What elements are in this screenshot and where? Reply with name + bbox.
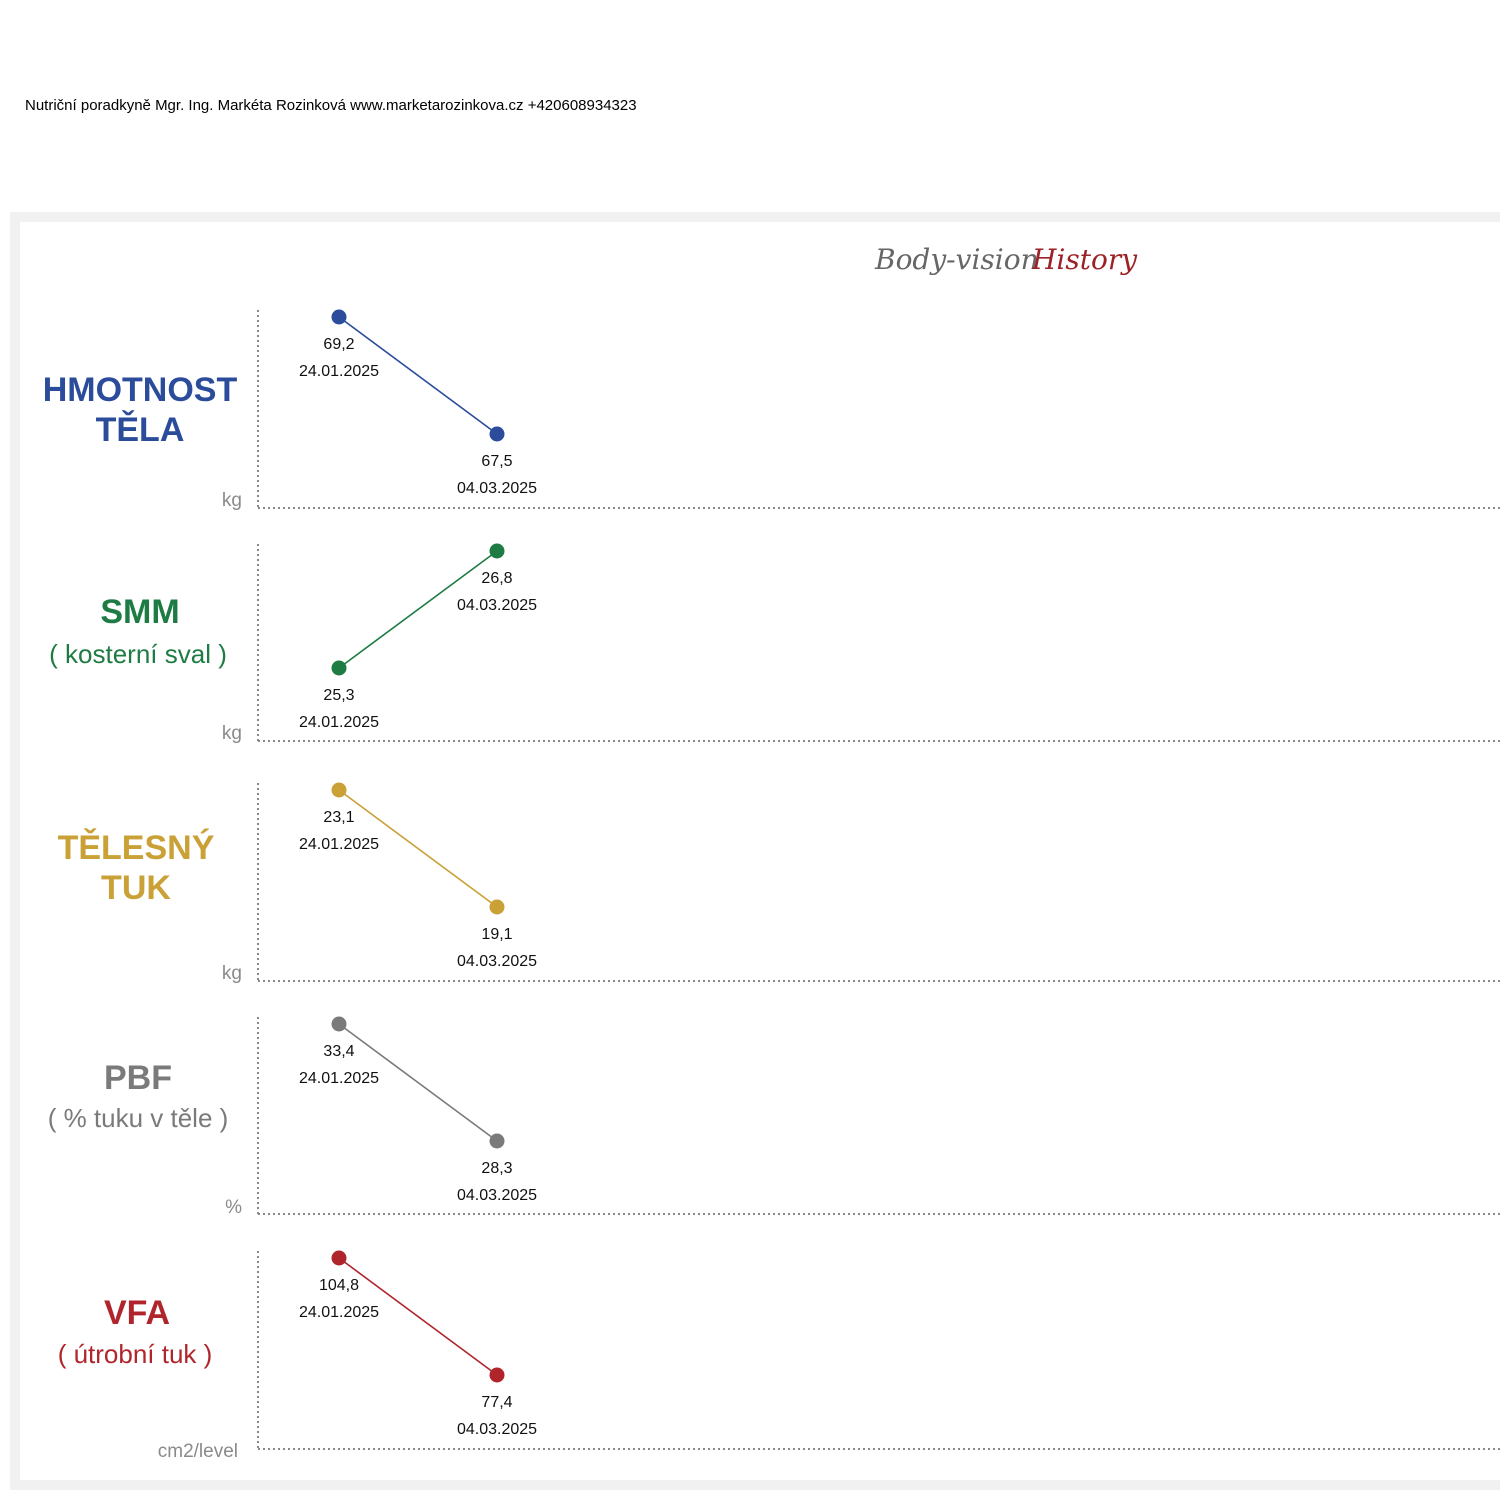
data-label-date: 24.01.2025 (299, 363, 379, 380)
metric-title-line: PBF (104, 1059, 172, 1097)
report-panel (20, 222, 1500, 1480)
data-label-date: 04.03.2025 (457, 1187, 537, 1204)
data-label-date: 24.01.2025 (299, 1070, 379, 1087)
metric-title-smm: SMM (20, 592, 260, 632)
unit-label-vfa: cm2/level (157, 1441, 238, 1462)
series-line (338, 1257, 498, 1376)
metric-title-line: VFA (103, 1294, 171, 1332)
data-point (331, 309, 347, 325)
metric-title-line: TUK (101, 869, 171, 907)
data-point (331, 660, 347, 676)
data-point (489, 1367, 505, 1383)
metric-title-vfa: VFA (17, 1293, 257, 1333)
unit-label-pbf: % (225, 1197, 242, 1218)
data-label-date: 24.01.2025 (299, 714, 379, 731)
data-label-date: 24.01.2025 (299, 1304, 379, 1321)
data-label-date: 04.03.2025 (457, 597, 537, 614)
unit-label-weight: kg (221, 490, 242, 511)
metric-title-line: TĚLESNÝ (57, 829, 215, 867)
data-point (489, 899, 505, 915)
series-line (338, 1023, 498, 1142)
logo-body-vision: Body-vision (874, 243, 1039, 276)
data-label-value: 104,8 (319, 1277, 359, 1294)
metric-subtitle-smm: ( kosterní sval ) (49, 639, 227, 669)
metric-title-line: TĚLA (95, 411, 185, 449)
metric-title-body-fat: TĚLESNÝ TUK (16, 828, 256, 908)
data-label-value: 28,3 (481, 1160, 512, 1177)
data-label-date: 04.03.2025 (457, 480, 537, 497)
data-point (331, 1250, 347, 1266)
data-label-date: 24.01.2025 (299, 836, 379, 853)
series-line (338, 316, 498, 435)
data-point (489, 543, 505, 559)
unit-label-smm: kg (221, 723, 242, 744)
data-point (489, 426, 505, 442)
data-point (489, 1133, 505, 1149)
data-point (331, 782, 347, 798)
data-label-value: 67,5 (481, 453, 512, 470)
metric-title-weight: HMOTNOST TĚLA (20, 370, 260, 450)
metric-title-pbf: PBF (18, 1058, 258, 1098)
data-label-date: 04.03.2025 (457, 953, 537, 970)
series-line (338, 789, 498, 908)
series-line (338, 550, 498, 669)
data-label-value: 25,3 (323, 687, 354, 704)
data-label-value: 23,1 (323, 809, 354, 826)
header-contact-text: Nutriční poradkyně Mgr. Ing. Markéta Roz… (25, 97, 637, 114)
data-label-value: 69,2 (323, 336, 354, 353)
data-label-value: 77,4 (481, 1394, 512, 1411)
metric-title-line: HMOTNOST (42, 371, 238, 409)
logo-history: History (1031, 243, 1138, 276)
metric-title-line: SMM (100, 593, 180, 631)
data-label-date: 04.03.2025 (457, 1421, 537, 1438)
metric-subtitle-vfa: ( útrobní tuk ) (57, 1339, 213, 1369)
plots-group: 69,2 24.01.2025 67,5 04.03.2025 25,3 24.01.20… (257, 309, 1500, 1450)
data-point (331, 1016, 347, 1032)
metric-subtitle-pbf: ( % tuku v těle ) (47, 1103, 229, 1133)
unit-label-body-fat: kg (221, 963, 242, 984)
data-label-value: 19,1 (481, 926, 512, 943)
data-label-value: 26,8 (481, 570, 512, 587)
data-label-value: 33,4 (323, 1043, 354, 1060)
